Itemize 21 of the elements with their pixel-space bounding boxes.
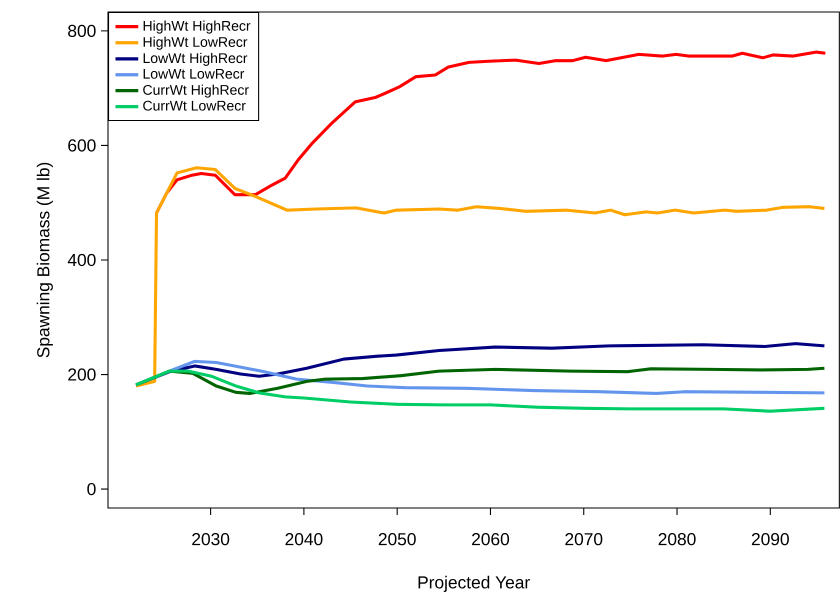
x-tick-label: 2040: [285, 533, 322, 546]
y-tick-label: 800: [68, 24, 96, 38]
y-axis-title: Spawning Biomass (M lb): [36, 162, 53, 358]
line-series: [134, 166, 826, 388]
x-tick-label: 2030: [192, 533, 230, 546]
legend-label: LowWt HighRecr: [144, 52, 248, 66]
x-tick-label: 2090: [752, 533, 789, 546]
legend-label: LowWt LowRecr: [144, 68, 244, 79]
x-tick-label: 2070: [565, 533, 602, 546]
x-tick-label: 2080: [658, 533, 696, 546]
x-axis-title: Projected Year: [418, 576, 530, 592]
y-tick-label: 200: [68, 368, 96, 381]
legend-label: HighWt HighRecr: [144, 20, 250, 34]
y-tick-label: 400: [68, 254, 96, 266]
x-tick-label: 2060: [472, 533, 510, 546]
legend-label: CurrWt LowRecr: [143, 100, 246, 111]
legend-label: HighWt LowRecr: [144, 36, 248, 50]
y-tick-label: 600: [68, 139, 96, 152]
y-tick-label: 0: [87, 482, 96, 496]
x-tick-label: 2050: [378, 533, 416, 546]
legend-label: CurrWt HighRecr: [143, 84, 249, 98]
